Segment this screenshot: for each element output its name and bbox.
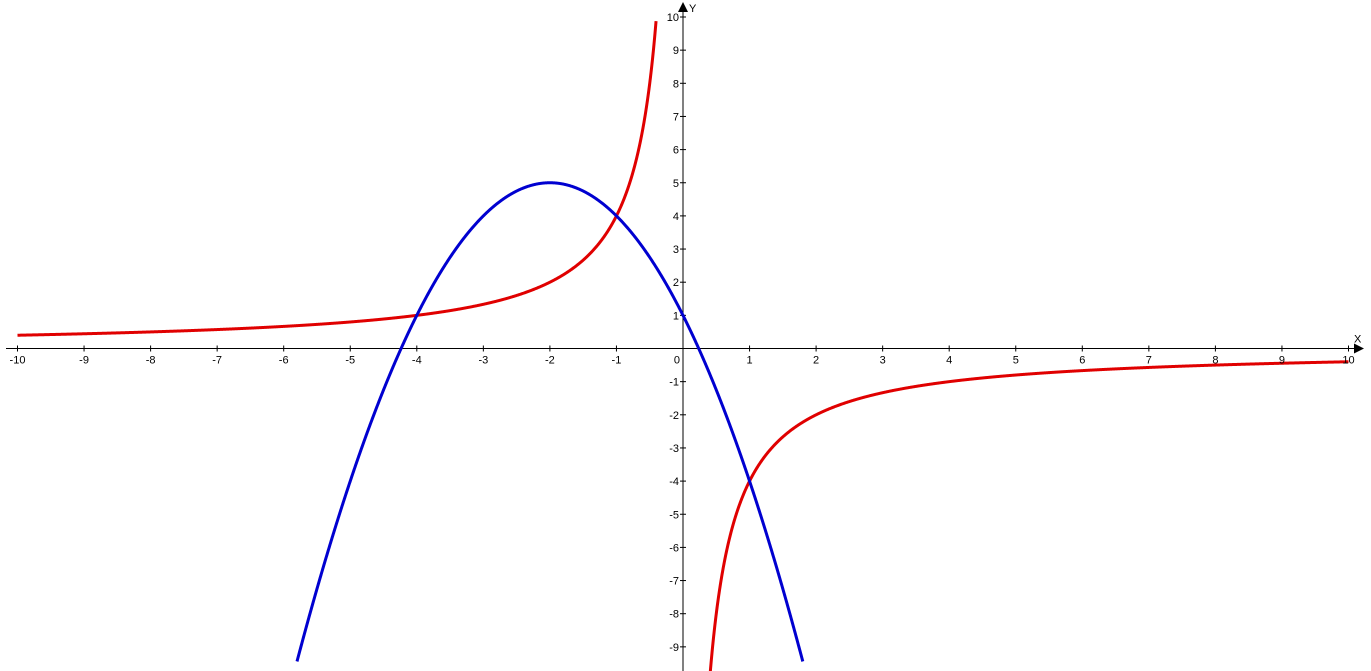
y-tick-label: 1 bbox=[673, 310, 679, 322]
y-tick-label: 4 bbox=[673, 211, 679, 223]
y-tick-label: 10 bbox=[667, 12, 679, 24]
x-tick-label: -3 bbox=[478, 355, 488, 367]
y-axis-label: Y bbox=[689, 3, 697, 15]
y-tick-label: 7 bbox=[673, 111, 679, 123]
y-tick-label: -7 bbox=[669, 576, 679, 588]
y-tick-label: -4 bbox=[669, 476, 679, 488]
y-tick-label: 9 bbox=[673, 45, 679, 57]
y-tick-label: -1 bbox=[669, 377, 679, 389]
y-tick-label: 5 bbox=[673, 178, 679, 190]
y-tick-label: -9 bbox=[669, 642, 679, 654]
x-tick-label: 5 bbox=[1013, 355, 1019, 367]
x-tick-label: -4 bbox=[412, 355, 422, 367]
y-tick-label: 6 bbox=[673, 145, 679, 157]
y-axis-arrow bbox=[678, 2, 688, 12]
y-tick-label: -2 bbox=[669, 410, 679, 422]
x-tick-label: 4 bbox=[946, 355, 952, 367]
y-tick-label: -6 bbox=[669, 542, 679, 554]
x-tick-label: 6 bbox=[1079, 355, 1085, 367]
x-tick-label: 1 bbox=[746, 355, 752, 367]
x-tick-label: -2 bbox=[545, 355, 555, 367]
x-tick-label: -6 bbox=[279, 355, 289, 367]
x-axis-arrow bbox=[1354, 343, 1364, 354]
y-tick-label: 3 bbox=[673, 244, 679, 256]
y-tick-label: -5 bbox=[669, 509, 679, 521]
x-tick-label: -9 bbox=[79, 355, 89, 367]
x-tick-label: -1 bbox=[612, 355, 622, 367]
series-parabola bbox=[295, 181, 805, 662]
series-hyperbola bbox=[16, 20, 1350, 671]
x-tick-label: -8 bbox=[146, 355, 156, 367]
x-tick-label: 8 bbox=[1212, 355, 1218, 367]
y-tick-label: -3 bbox=[669, 443, 679, 455]
x-tick-label: 3 bbox=[880, 355, 886, 367]
x-tick-label: 7 bbox=[1146, 355, 1152, 367]
y-tick-label: 2 bbox=[673, 277, 679, 289]
x-axis-label: X bbox=[1354, 334, 1362, 346]
x-tick-label: -5 bbox=[345, 355, 355, 367]
x-tick-label: 2 bbox=[813, 355, 819, 367]
x-tick-label: -7 bbox=[212, 355, 222, 367]
x-tick-label: 0 bbox=[674, 355, 680, 367]
x-tick-label: 9 bbox=[1279, 355, 1285, 367]
y-tick-label: 8 bbox=[673, 78, 679, 90]
x-tick-label: 10 bbox=[1342, 355, 1354, 367]
x-tick-label: -10 bbox=[10, 355, 26, 367]
y-tick-label: -8 bbox=[669, 609, 679, 621]
